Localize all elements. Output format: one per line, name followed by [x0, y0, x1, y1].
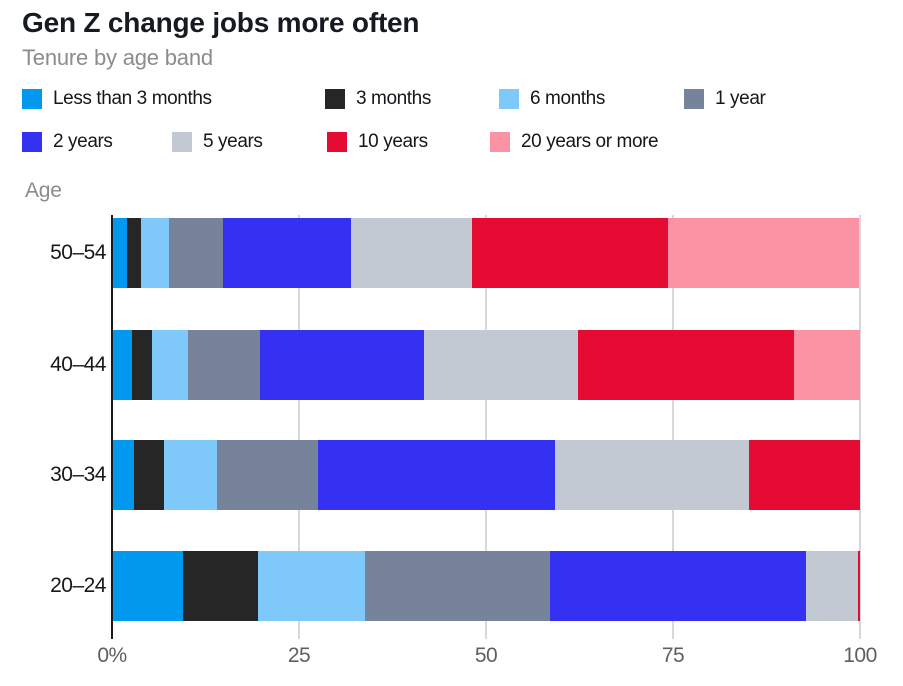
- bar-segment: [112, 551, 184, 621]
- chart-title: Gen Z change jobs more often: [22, 7, 420, 38]
- bar-segment: [794, 330, 860, 400]
- bar-segment: [134, 440, 165, 510]
- y-axis-title: Age: [25, 179, 62, 202]
- bar-segment: [351, 218, 472, 288]
- bar-segment: [749, 440, 860, 510]
- gridline: [859, 215, 861, 639]
- bar-segment: [471, 218, 669, 288]
- bar-row: [112, 218, 860, 288]
- bar-segment: [668, 218, 860, 288]
- bar-segment: [126, 218, 142, 288]
- x-tick-label: 50: [474, 644, 498, 667]
- bar-segment: [554, 440, 750, 510]
- gridline: [672, 215, 674, 639]
- bar-segment: [112, 218, 127, 288]
- x-tick-label: 25: [287, 644, 311, 667]
- y-axis-label: 20–24: [50, 574, 106, 597]
- bar-row: [112, 551, 860, 621]
- bar-segment: [549, 551, 807, 621]
- gridline: [298, 215, 300, 639]
- y-axis-label: 50–54: [50, 241, 106, 264]
- bar-segment: [151, 330, 188, 400]
- bar-row: [112, 330, 860, 400]
- x-tick-label: 75: [661, 644, 685, 667]
- x-axis-zero-line: [111, 215, 113, 639]
- bar-segment: [317, 440, 555, 510]
- bar-segment: [222, 218, 352, 288]
- bar-segment: [806, 551, 859, 621]
- bar-segment: [112, 330, 133, 400]
- bar-segment: [168, 218, 223, 288]
- bar-row: [112, 440, 860, 510]
- bar-segment: [187, 330, 261, 400]
- x-tick-label: 0%: [97, 644, 127, 667]
- x-tick-label: 100: [843, 644, 877, 667]
- bar-segment: [132, 330, 152, 400]
- bar-segment: [257, 551, 365, 621]
- bar-segment: [858, 551, 860, 621]
- bar-segment: [364, 551, 550, 621]
- y-axis-label: 30–34: [50, 463, 106, 486]
- bar-segment: [216, 440, 318, 510]
- chart-subtitle: Tenure by age band: [22, 45, 213, 70]
- bar-segment: [183, 551, 258, 621]
- bar-segment: [164, 440, 217, 510]
- bar-segment: [112, 440, 135, 510]
- bar-segment: [260, 330, 424, 400]
- gridline: [485, 215, 487, 639]
- y-axis-label: 40–44: [50, 353, 106, 376]
- bar-segment: [141, 218, 169, 288]
- bar-segment: [577, 330, 795, 400]
- bar-segment: [423, 330, 578, 400]
